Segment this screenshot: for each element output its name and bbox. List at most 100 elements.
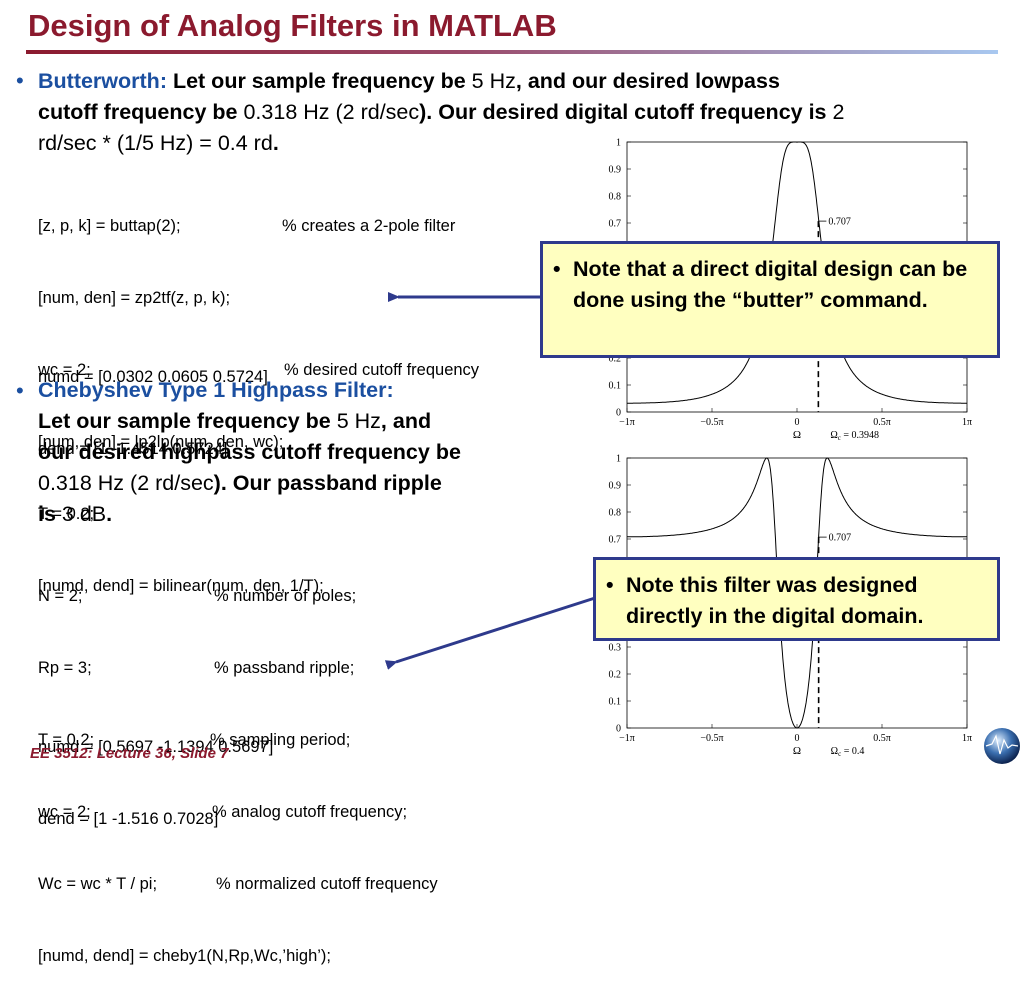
code-comment: % sampling period; [210,731,351,749]
cutoff-value: = 0.3948 [841,430,879,440]
text-span: rd/sec * (1/5 Hz) = 0.4 rd [38,131,273,155]
cutoff-label: Ωc = 0.4 [831,746,865,756]
x-tick-label: 1π [962,733,972,744]
text-span: , and [380,409,432,433]
x-tick-label: −1π [619,417,635,428]
x-tick-label: −0.5π [700,417,723,428]
text-span: 0.318 Hz ( [38,471,138,495]
text-span: ). Our desired digital cutoff frequency … [419,100,833,124]
globe-logo-icon [984,728,1020,764]
x-tick-label: 0 [795,417,800,428]
butterworth-code-block: [z, p, k] = buttap(2); % creates a 2-pole… [38,166,538,622]
arrow-to-cheby1 [384,596,596,670]
code-line: Wc = wc * T / pi; % normalized cutoff fre… [38,872,558,896]
chebyshev-line-4: is 3 dB. [38,499,112,530]
x-tick-label: 0 [795,733,800,744]
code-comment: % number of poles; [214,587,357,605]
butterworth-line-3: rd/sec * (1/5 Hz) = 0.4 rd. [38,128,279,159]
code-line: T = 0.2; [38,502,538,526]
note-text: Note this filter was designed directly i… [626,573,924,628]
y-tick-label: 0.7 [609,535,622,546]
text-span: Let our sample frequency be [38,409,337,433]
chebyshev-line-3: 0.318 Hz (2 rd/sec). Our passband ripple [38,468,442,499]
code-text: [num, den] = lp2lp(num, den, wc); [38,433,284,451]
text-span: cutoff frequency be [38,100,244,124]
code-text: [numd, dend] = bilinear(num, den, 1/T); [38,577,324,595]
y-tick-label: 0.9 [609,481,622,492]
x-tick-label: 0.5π [873,417,891,428]
y-tick-label: 0.8 [609,192,622,203]
y-tick-label: 0.2 [609,354,622,365]
text-span: . [272,131,279,155]
code-text: N = 2; [38,587,83,605]
y-tick-label: 0.9 [609,165,622,176]
code-line: wc = 2; % desired cutoff frequency [38,358,538,382]
x-axis-label: Ω [793,745,801,756]
y-tick-label: 0.1 [609,381,622,392]
result-line: dend = [1 -1.4514 0.5724] [38,440,228,458]
result-line: dend = [1 -1.516 0.7028] [38,810,219,828]
chebyshev-heading: Chebyshev Type 1 Highpass Filter: [38,375,394,406]
bullet-dot: • [16,68,24,93]
code-comment: % creates a 2-pole filter [282,217,456,235]
code-text: T = 0.2; [38,505,95,523]
callout-arrows [384,292,596,670]
text-span: 5 Hz [471,69,516,93]
text-span: 3 dB [61,502,107,526]
code-line: T = 0.2; % sampling period; [38,728,558,752]
chebyshev-heading-text: Chebyshev Type 1 Highpass Filter: [38,378,394,402]
cutoff-subscript: c [838,434,841,440]
bullet-dot: • [606,573,614,597]
code-comment: % passband ripple; [214,659,355,677]
y-tick-label: 0.7 [609,219,622,230]
text-span: 0.318 Hz ( [243,100,343,124]
cutoff-label: Ωc = 0.3948 [830,430,879,440]
text-span: Let our sample frequency be [166,69,472,93]
code-text: Wc = wc * T / pi; [38,875,158,893]
cutoff-symbol: Ω [830,430,837,440]
y-tick-label: 0.8 [609,508,622,519]
note-butter-command: • Note that a direct digital design can … [540,241,1000,358]
y-tick-label: 0.3 [609,643,622,654]
code-line: Rp = 3; % passband ripple; [38,656,558,680]
y-tick-label: 0.1 [609,697,622,708]
code-line: [z, p, k] = buttap(2); % creates a 2-pole… [38,214,538,238]
text-span: , and our desired lowpass [515,69,780,93]
marker-0707-label: 0.707 [829,533,852,544]
bullet-dot: • [16,378,24,403]
y-tick-label: 0.2 [609,670,622,681]
text-span: 2 [832,100,845,124]
x-axis-label: Ω [793,429,801,440]
code-text: [z, p, k] = buttap(2); [38,217,181,235]
code-text: Rp = 3; [38,659,92,677]
y-tick-label: 1 [616,138,621,149]
y-tick-label: 1 [616,454,621,465]
code-text: [num, den] = zp2tf(z, p, k); [38,289,231,307]
marker-0707-label: 0.707 [828,217,851,228]
y-tick-label: 0 [616,724,621,735]
code-line: [numd, dend] = bilinear(num, den, 1/T); [38,574,538,598]
result-line: numd = [0.0302 0.0605 0.5724] [38,368,268,386]
text-span: ). Our passband ripple [213,471,442,495]
butterworth-line-2: cutoff frequency be 0.318 Hz (2 rd/sec).… [38,97,844,128]
x-tick-label: −0.5π [700,733,723,744]
text-span: 2 rd/sec [342,100,420,124]
code-line: N = 2; % number of poles; [38,584,558,608]
code-line: [numd, dend] = cheby1(N,Rp,Wc,’high’); [38,944,558,968]
magnitude-curve [627,141,967,404]
x-tick-label: −1π [619,733,635,744]
x-tick-label: 1π [962,417,972,428]
code-text: T = 0.2; [38,731,95,749]
y-tick-label: 0 [616,408,621,419]
note-text: Note that a direct digital design can be… [573,257,968,312]
butterworth-result: numd = [0.0302 0.0605 0.5724] dend = [1 … [38,317,268,485]
cutoff-symbol: Ω [831,746,838,756]
code-text: wc = 2; [38,361,91,379]
text-span: 5 Hz [336,409,381,433]
note-digital-domain: • Note this filter was designed directly… [593,557,1000,641]
code-comment: % normalized cutoff frequency [216,875,438,893]
code-line: [num, den] = lp2lp(num, den, wc); [38,430,538,454]
cutoff-subscript: c [838,750,841,756]
text-span: . [106,502,113,526]
text-span: 2 rd/sec [137,471,214,495]
